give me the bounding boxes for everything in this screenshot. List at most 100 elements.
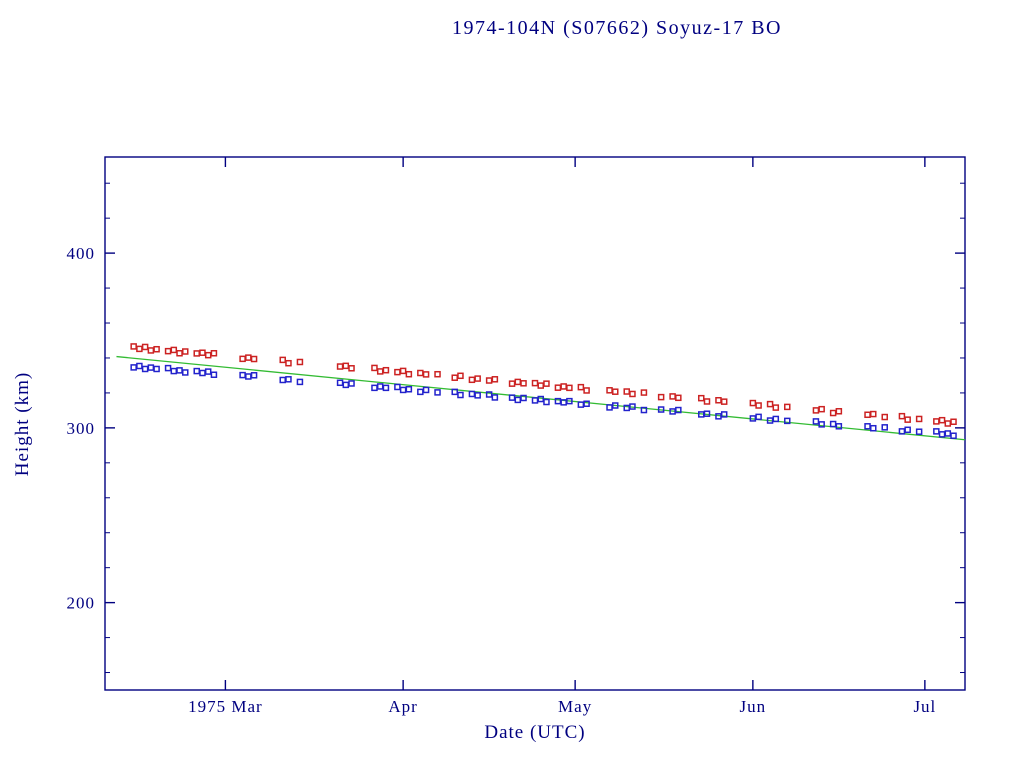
apogee-height-point bbox=[898, 412, 906, 420]
apogee-height-point bbox=[422, 371, 430, 378]
perigee-height-point bbox=[474, 392, 481, 399]
perigee-height-point bbox=[405, 385, 413, 393]
apogee-height-point bbox=[474, 375, 481, 382]
apogee-height-point bbox=[881, 413, 888, 421]
apogee-height-point bbox=[577, 383, 585, 391]
perigee-height-point bbox=[623, 404, 630, 412]
mean-height-fit-line bbox=[116, 355, 966, 441]
apogee-height-point bbox=[583, 387, 590, 394]
apogee-height-point bbox=[405, 370, 413, 378]
apogee-height-series bbox=[130, 343, 957, 427]
perigee-height-point bbox=[239, 371, 246, 379]
apogee-height-point bbox=[204, 351, 212, 359]
perigee-height-point bbox=[612, 402, 619, 409]
apogee-height-point bbox=[147, 347, 155, 354]
apogee-height-point bbox=[933, 418, 940, 425]
apogee-height-point bbox=[870, 410, 877, 418]
apogee-height-point bbox=[199, 349, 206, 356]
apogee-height-point bbox=[485, 377, 493, 384]
perigee-height-point bbox=[457, 391, 464, 399]
y-tick-label: 200 bbox=[67, 594, 96, 613]
perigee-height-point bbox=[715, 413, 722, 420]
perigee-height-point bbox=[342, 381, 350, 389]
apogee-height-point bbox=[382, 366, 390, 374]
apogee-height-point bbox=[915, 415, 923, 423]
perigee-height-point bbox=[193, 367, 200, 375]
perigee-height-point bbox=[904, 426, 911, 434]
perigee-height-point bbox=[933, 428, 940, 435]
perigee-height-point bbox=[422, 386, 430, 394]
apogee-height-point bbox=[451, 374, 458, 381]
apogee-height-point bbox=[399, 367, 407, 375]
apogee-height-point bbox=[864, 411, 871, 419]
apogee-height-point bbox=[720, 398, 728, 405]
plot-frame bbox=[104, 156, 966, 691]
apogee-height-point bbox=[904, 416, 911, 423]
axes-layer: 1975 Mar Apr May Jun Jul 200 300 400 bbox=[67, 156, 966, 716]
perigee-height-point bbox=[250, 372, 258, 379]
perigee-height-point bbox=[818, 421, 825, 428]
apogee-height-point bbox=[675, 394, 682, 402]
perigee-height-point bbox=[629, 403, 636, 410]
perigee-height-point bbox=[199, 369, 206, 377]
perigee-height-point bbox=[245, 373, 252, 380]
perigee-height-point bbox=[451, 388, 458, 396]
perigee-height-point bbox=[583, 400, 590, 408]
apogee-height-point bbox=[531, 379, 539, 387]
perigee-height-point bbox=[336, 379, 344, 387]
apogee-height-point bbox=[239, 355, 246, 363]
perigee-height-point bbox=[508, 394, 516, 401]
apogee-height-point bbox=[342, 362, 350, 370]
apogee-height-point bbox=[669, 393, 676, 400]
perigee-height-point bbox=[485, 391, 493, 398]
mean-height-fit-series bbox=[116, 355, 966, 441]
apogee-height-point bbox=[170, 346, 178, 354]
perigee-height-point bbox=[153, 365, 160, 373]
apogee-height-point bbox=[543, 380, 550, 387]
apogee-height-point bbox=[749, 399, 757, 407]
perigee-height-point bbox=[772, 415, 780, 423]
perigee-height-point bbox=[675, 406, 682, 414]
apogee-height-point bbox=[514, 378, 522, 386]
apogee-height-point bbox=[755, 402, 762, 409]
apogee-height-point bbox=[153, 345, 160, 353]
apogee-height-point bbox=[554, 384, 562, 391]
perigee-height-point bbox=[554, 397, 562, 405]
perigee-height-point bbox=[898, 428, 906, 435]
x-axis-label: Date (UTC) bbox=[484, 722, 585, 743]
apogee-height-point bbox=[629, 390, 636, 398]
apogee-height-point bbox=[348, 365, 355, 372]
apogee-height-point bbox=[818, 405, 825, 413]
apogee-height-point bbox=[250, 355, 258, 363]
apogee-height-point bbox=[938, 416, 946, 424]
perigee-height-point bbox=[938, 431, 946, 438]
perigee-height-point bbox=[514, 396, 522, 404]
perigee-height-point bbox=[560, 399, 567, 406]
perigee-height-series bbox=[130, 362, 957, 439]
perigee-height-point bbox=[577, 401, 585, 408]
perigee-height-point bbox=[870, 424, 877, 432]
y-tick-label: 300 bbox=[67, 419, 96, 438]
perigee-height-point bbox=[543, 398, 550, 406]
perigee-height-point bbox=[147, 364, 155, 371]
perigee-height-point bbox=[703, 410, 711, 417]
perigee-height-point bbox=[399, 386, 407, 394]
apogee-height-point bbox=[394, 368, 401, 376]
x-tick-label: Jul bbox=[913, 697, 936, 716]
apogee-height-point bbox=[715, 397, 722, 404]
y-tick-label: 400 bbox=[67, 244, 96, 263]
y-axis-label: Height (km) bbox=[12, 372, 33, 476]
apogee-height-point bbox=[784, 403, 791, 411]
apogee-height-point bbox=[766, 400, 774, 408]
perigee-height-point bbox=[279, 376, 286, 384]
perigee-height-point bbox=[755, 413, 762, 421]
apogee-height-point bbox=[376, 368, 384, 375]
apogee-height-point bbox=[141, 343, 149, 351]
apogee-height-point bbox=[285, 359, 292, 367]
apogee-height-point bbox=[491, 376, 499, 383]
perigee-height-point bbox=[944, 430, 952, 437]
x-tick-label: May bbox=[558, 697, 592, 716]
apogee-height-point bbox=[560, 383, 567, 390]
perigee-height-point bbox=[417, 388, 424, 396]
